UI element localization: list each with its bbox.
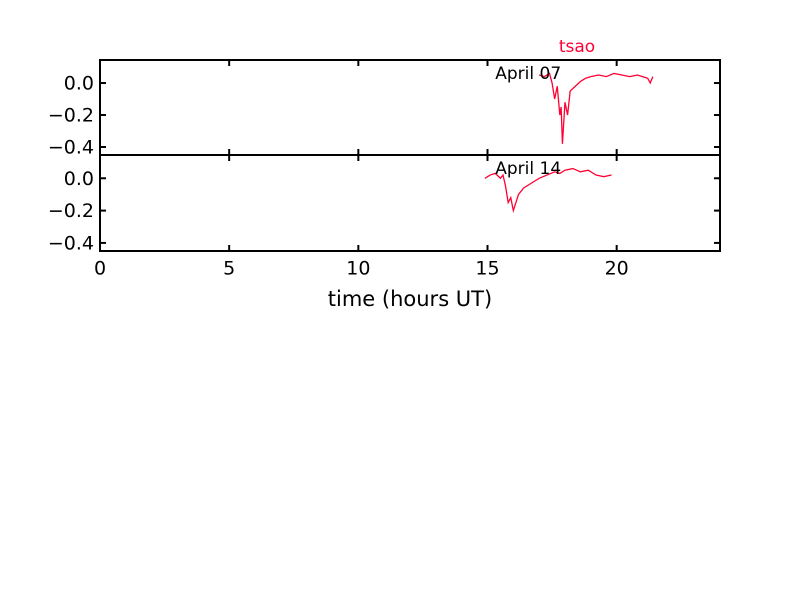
y-tick-label: −0.2 — [48, 105, 94, 127]
x-tick-label: 0 — [94, 258, 106, 280]
annotation: April 07 — [495, 64, 561, 84]
x-tick-label: 15 — [475, 258, 499, 280]
y-tick-label: 0.0 — [64, 168, 94, 190]
panel-frame — [99, 59, 721, 156]
x-tick-label: 20 — [605, 258, 629, 280]
y-tick-label: −0.4 — [48, 232, 94, 254]
data-line — [484, 167, 612, 214]
panel-frame — [99, 154, 721, 252]
y-tick-label: 0.0 — [64, 73, 94, 95]
x-tick-label: 5 — [223, 258, 235, 280]
data-line — [538, 72, 654, 144]
y-tick-label: −0.2 — [48, 200, 94, 222]
x-axis-label: time (hours UT) — [328, 287, 492, 311]
chart-title: tsao — [559, 37, 595, 57]
y-tick-label: −0.4 — [48, 137, 94, 159]
annotation: April 14 — [495, 159, 561, 179]
x-tick-label: 10 — [346, 258, 370, 280]
